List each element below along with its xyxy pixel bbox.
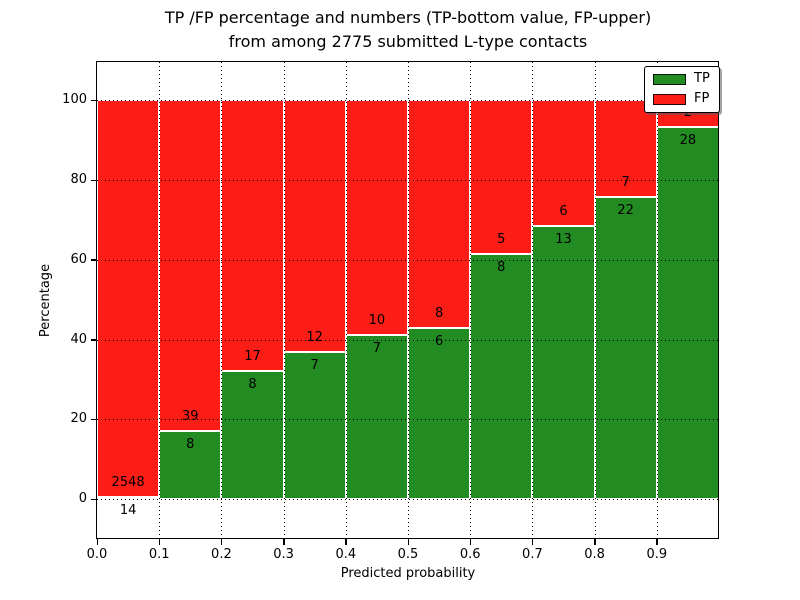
gridline-vertical [159, 62, 161, 539]
x-tick-label: 0.6 [459, 547, 481, 562]
bar-tp-segment [221, 371, 284, 500]
y-tick-label: 60 [70, 251, 87, 267]
gridline-vertical [221, 62, 223, 539]
x-tick [96, 539, 98, 545]
bar-fp-segment [283, 100, 346, 353]
bar-tp-count-label: 14 [119, 502, 137, 518]
x-tick [469, 539, 472, 545]
bar-tp-segment [408, 328, 471, 500]
y-axis-label: Percentage [38, 263, 54, 338]
y-tick [91, 339, 97, 341]
x-tick-label: 0.2 [211, 547, 232, 562]
gridline-vertical [345, 62, 347, 539]
gridline-vertical [470, 62, 472, 539]
bar-fp-segment [221, 100, 284, 372]
bar-tp-count-label: 8 [497, 259, 506, 275]
x-tick-label: 0.8 [584, 547, 605, 562]
bar-fp-count-label: 2548 [111, 474, 145, 490]
x-tick [594, 539, 596, 545]
chart-title-line1: TP /FP percentage and numbers (TP-bottom… [164, 8, 652, 27]
bar-fp-count-label: 39 [182, 409, 199, 425]
legend-row: TP [653, 72, 710, 86]
y-tick [91, 179, 97, 182]
x-tick-label: 0.3 [273, 547, 294, 562]
x-tick [220, 539, 223, 545]
bar-fp-count-label: 10 [368, 312, 386, 328]
bar-fp-count-label: 8 [434, 306, 444, 322]
bar-tp-segment [345, 334, 408, 500]
x-axis-label: Predicted probability [340, 566, 476, 581]
legend: TP FP [644, 66, 720, 113]
y-tick-label: 80 [70, 172, 87, 188]
bar-tp-segment [470, 253, 533, 500]
x-tick-label: 0.4 [335, 547, 357, 562]
y-tick [91, 418, 97, 421]
bar-tp-segment [283, 352, 346, 500]
gridline-vertical [532, 62, 534, 539]
x-tick-label: 0.7 [522, 547, 543, 562]
x-tick [531, 539, 534, 545]
fp-legend-swatch [653, 93, 686, 105]
bar-fp-count-label: 17 [244, 349, 261, 365]
bar-tp-count-label: 13 [555, 232, 572, 248]
gridline-vertical [283, 62, 285, 539]
bar-tp-count-label: 7 [310, 358, 319, 374]
gridline-vertical [594, 62, 596, 539]
bar-fp-segment [159, 100, 222, 432]
y-tick [91, 498, 97, 501]
bar-fp-count-label: 12 [306, 330, 323, 346]
y-tick-label: 40 [70, 331, 87, 347]
x-tick-label: 0.0 [86, 547, 108, 562]
bar-fp-segment [408, 100, 471, 329]
bar-fp-segment [97, 100, 160, 497]
x-tick-label: 0.5 [397, 547, 419, 562]
gridline-vertical [408, 62, 409, 539]
bar-tp-count-label: 8 [186, 437, 195, 453]
bar-tp-segment [594, 196, 657, 500]
bar-tp-count-label: 8 [248, 377, 257, 393]
bar-fp-count-label: 7 [621, 174, 630, 190]
y-tick-label: 100 [62, 92, 87, 108]
y-axis-label-wrap: Percentage [0, 62, 92, 539]
legend-row: FP [653, 92, 710, 106]
bar-fp-count-label: 6 [559, 204, 568, 220]
x-tick-label: 0.9 [646, 547, 668, 562]
chart-title: TP /FP percentage and numbers (TP-bottom… [50, 6, 766, 54]
tp-legend-swatch [653, 73, 686, 85]
bar-tp-segment [159, 431, 222, 500]
bar-tp-count-label: 22 [617, 202, 634, 218]
bar-fp-segment [345, 100, 408, 335]
x-tick [283, 539, 285, 545]
bar-fp-count-label: 5 [497, 231, 506, 247]
y-tick [91, 259, 97, 261]
bar-tp-segment [532, 226, 595, 500]
x-tick [407, 539, 409, 545]
gridline-vertical [656, 62, 658, 539]
legend-label: FP [694, 91, 710, 106]
legend-label: TP [694, 71, 710, 86]
bar-tp-segment [656, 126, 719, 500]
x-tick [345, 539, 347, 545]
bar-tp-count-label: 6 [434, 334, 444, 350]
y-tick-label: 20 [70, 411, 87, 427]
y-tick-label: 0 [78, 491, 87, 507]
bar-tp-segment [97, 496, 160, 500]
bar-tp-count-label: 7 [372, 340, 382, 356]
x-tick [656, 539, 658, 545]
bar-tp-count-label: 28 [679, 132, 697, 148]
x-tick [158, 539, 161, 545]
chart-title-line2: from among 2775 submitted L-type contact… [228, 32, 588, 51]
y-tick [91, 99, 97, 102]
x-tick-label: 0.1 [148, 547, 170, 562]
